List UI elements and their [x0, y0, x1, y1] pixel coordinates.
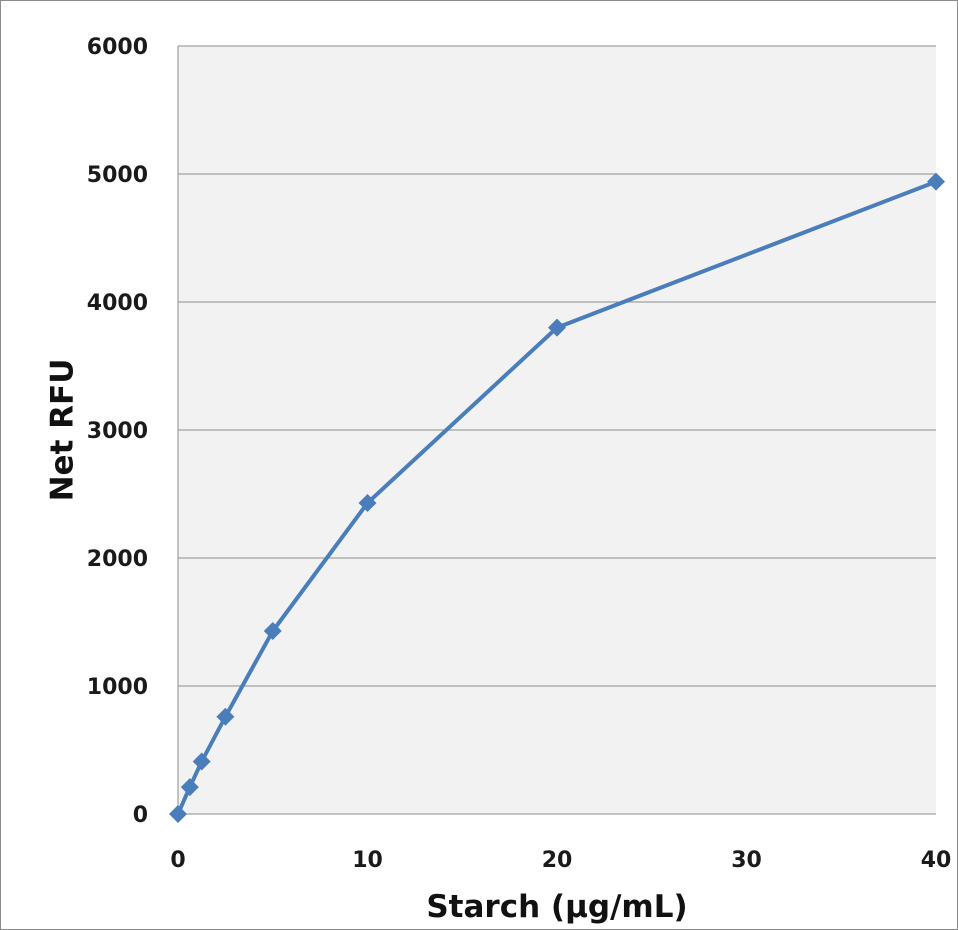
y-tick-label: 5000 [87, 163, 148, 188]
y-axis-title: Net RFU [45, 359, 81, 502]
gridlines [177, 45, 936, 815]
series-group [169, 172, 945, 823]
data-point-marker [358, 493, 377, 512]
x-tick-label: 20 [542, 848, 573, 873]
data-point-marker [263, 621, 282, 640]
y-tick-label: 0 [133, 803, 148, 828]
x-tick-label: 40 [921, 848, 952, 873]
x-tick-label: 10 [352, 848, 383, 873]
data-point-marker [927, 172, 945, 191]
data-point-marker [192, 752, 211, 771]
x-tick-labels: 0 10 20 30 40 [170, 848, 951, 873]
y-tick-labels: 0 1000 2000 3000 4000 5000 6000 [87, 35, 148, 828]
y-tick-label: 3000 [87, 419, 148, 444]
x-tick-label: 30 [731, 848, 762, 873]
x-axis-title: Starch (µg/mL) [426, 889, 687, 925]
data-point-marker [180, 778, 199, 797]
y-tick-label: 6000 [87, 35, 148, 60]
y-tick-label: 1000 [87, 675, 148, 700]
y-tick-label: 2000 [87, 547, 148, 572]
data-point-marker [548, 318, 566, 337]
x-tick-label: 0 [170, 848, 185, 873]
y-tick-label: 4000 [87, 291, 148, 316]
data-point-marker [169, 805, 187, 823]
data-point-marker [216, 707, 235, 726]
